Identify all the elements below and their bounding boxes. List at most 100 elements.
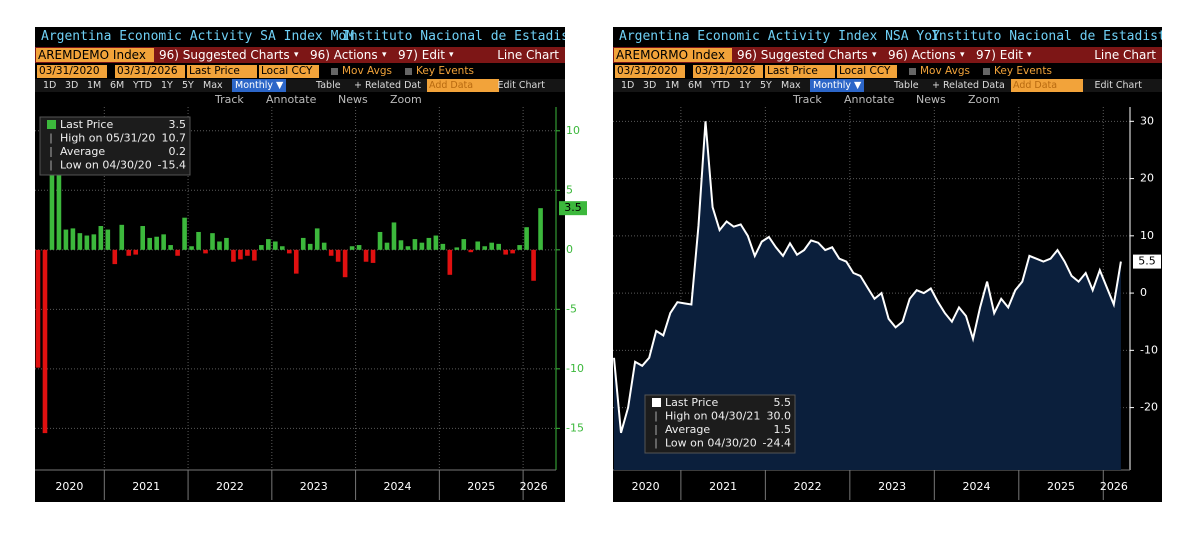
period-button[interactable]: Max — [781, 80, 801, 91]
start-date[interactable]: 03/31/2020 — [615, 65, 685, 78]
menu-item[interactable]: 97) Edit — [398, 48, 446, 62]
ticker[interactable]: AREMDEMO Index — [36, 48, 154, 62]
legend-label: Low on 04/30/20 — [60, 159, 152, 172]
add-data[interactable]: Add Data — [427, 79, 499, 92]
table-button[interactable]: Table — [316, 80, 341, 91]
period-button[interactable]: 3D — [643, 80, 657, 91]
period-button[interactable]: 1M — [665, 80, 680, 91]
period-button[interactable]: 3D — [65, 80, 79, 91]
frequency[interactable]: Monthly ▼ — [232, 79, 287, 92]
option[interactable]: Key Events — [416, 65, 474, 77]
chart-kind: Line Chart — [1094, 48, 1156, 62]
x-tick-label: 2025 — [467, 480, 495, 493]
frequency[interactable]: Monthly ▼ — [810, 79, 865, 92]
period-button[interactable]: YTD — [133, 80, 152, 91]
menu-item[interactable]: 96) Actions — [310, 48, 378, 62]
x-tick-label: 2026 — [1100, 480, 1128, 493]
tool-bar: Track Annotate News Zoom — [613, 92, 1162, 107]
x-tick-label: 2025 — [1047, 480, 1075, 493]
legend-swatch — [47, 120, 56, 129]
tool-button[interactable]: Zoom — [390, 93, 422, 106]
bar — [454, 247, 460, 250]
y-tick-label: 0 — [1140, 286, 1147, 299]
dropdown-arrow: ▾ — [449, 50, 454, 60]
bar — [419, 242, 425, 250]
menu-item[interactable]: 96) Suggested Charts — [737, 48, 868, 62]
bar — [398, 240, 404, 250]
option-box[interactable] — [331, 68, 338, 75]
menu-item[interactable]: 96) Actions — [888, 48, 956, 62]
y-tick-label: 10 — [1140, 229, 1154, 242]
bar — [105, 229, 111, 250]
bar — [377, 231, 383, 250]
edit-chart[interactable]: Edit Chart — [1094, 80, 1142, 91]
table-button[interactable]: Table — [894, 80, 919, 91]
ticker[interactable]: AREMORMO Index — [614, 48, 732, 62]
tool-button[interactable]: Annotate — [266, 93, 317, 106]
currency[interactable]: Local CCY — [259, 65, 319, 78]
bar — [154, 236, 159, 250]
period-button[interactable]: 6M — [688, 80, 703, 91]
period-button[interactable]: 1D — [43, 80, 57, 91]
option-box[interactable] — [909, 68, 916, 75]
chart-title: Argentina Economic Activity SA Index MoM — [41, 29, 355, 44]
field[interactable]: Last Price — [187, 65, 257, 78]
period-button[interactable]: 1M — [87, 80, 102, 91]
tool-button[interactable]: Track — [215, 93, 244, 106]
y-tick-label: 10 — [566, 124, 580, 137]
option-box[interactable] — [405, 68, 412, 75]
period-button[interactable]: 5Y — [760, 80, 772, 91]
edit-chart[interactable]: Edit Chart — [497, 80, 545, 91]
field[interactable]: Last Price — [765, 65, 835, 78]
period-button[interactable]: Max — [203, 80, 223, 91]
legend-value: 3.5 — [169, 118, 187, 131]
period-bar: 1D 3D 1M 6M YTD 1Y 5Y Max Monthly ▼ Table + Relate… — [35, 79, 565, 92]
tool-button[interactable]: Annotate — [844, 93, 895, 106]
legend-value: -24.4 — [763, 437, 791, 450]
menu-item[interactable]: 97) Edit — [976, 48, 1024, 62]
legend-label: Average — [60, 145, 105, 158]
option[interactable]: Mov Avgs — [920, 65, 970, 77]
tool-button[interactable]: News — [916, 93, 946, 106]
period-button[interactable]: 1D — [621, 80, 635, 91]
period-button[interactable]: 1Y — [739, 80, 751, 91]
bar — [224, 237, 229, 250]
end-date[interactable]: 03/31/2026 — [115, 65, 185, 78]
tool-button[interactable]: News — [338, 93, 368, 106]
bar — [356, 245, 362, 250]
legend-value: 10.7 — [162, 132, 187, 145]
bar — [524, 227, 529, 250]
bar — [126, 249, 132, 256]
period-button[interactable]: 6M — [110, 80, 125, 91]
bar — [412, 239, 418, 250]
bar — [210, 233, 215, 250]
option[interactable]: Key Events — [994, 65, 1052, 77]
related-data[interactable]: + Related Dat — [354, 80, 421, 91]
bar — [161, 234, 166, 250]
legend-value: 30.0 — [767, 410, 792, 423]
tool-button[interactable]: Zoom — [968, 93, 1000, 106]
legend-value: 5.5 — [774, 396, 792, 409]
bar — [217, 241, 222, 250]
bar — [300, 237, 306, 250]
title-bar: Argentina Economic Activity Index NSA Yo… — [613, 27, 1162, 47]
period-button[interactable]: 1Y — [161, 80, 173, 91]
bar — [35, 249, 41, 368]
bar — [531, 249, 536, 281]
add-data[interactable]: Add Data — [1011, 79, 1083, 92]
menu-item[interactable]: 96) Suggested Charts — [159, 48, 290, 62]
end-date[interactable]: 03/31/2026 — [693, 65, 763, 78]
field-bar: 03/31/2020 03/31/2026 Last Price Local CCY M… — [613, 65, 1162, 79]
start-date[interactable]: 03/31/2020 — [37, 65, 107, 78]
tool-button[interactable]: Track — [793, 93, 822, 106]
related-data[interactable]: + Related Data — [932, 80, 1005, 91]
option-box[interactable] — [983, 68, 990, 75]
currency[interactable]: Local CCY — [837, 65, 897, 78]
bar — [349, 246, 355, 250]
bar — [517, 245, 522, 250]
option[interactable]: Mov Avgs — [342, 65, 392, 77]
bar — [112, 249, 118, 265]
period-button[interactable]: 5Y — [182, 80, 194, 91]
period-button[interactable]: YTD — [711, 80, 730, 91]
